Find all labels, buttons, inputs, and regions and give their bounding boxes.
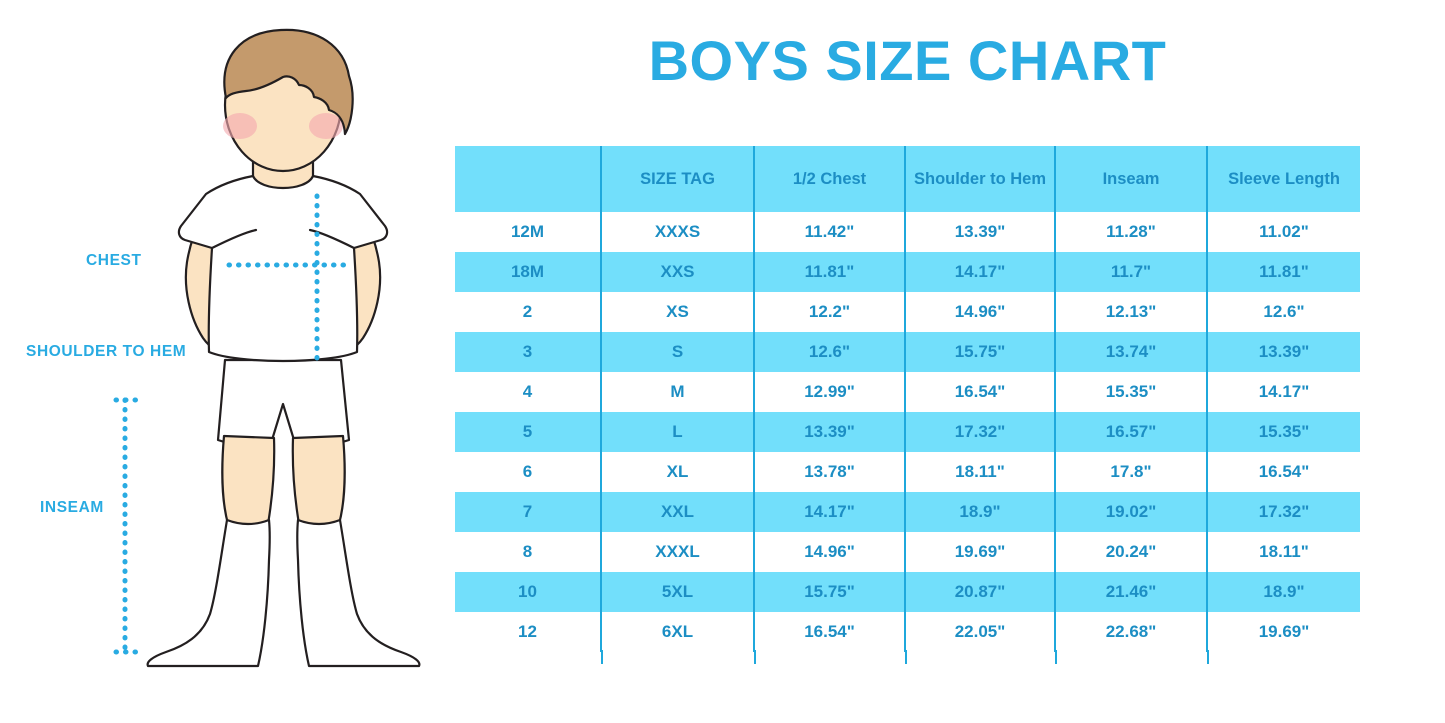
cell-value: XXXS: [600, 212, 754, 252]
table-body: 12M XXXS 11.42" 13.39" 11.28" 11.02" 18M XXS 11.…: [455, 212, 1360, 652]
cell-size: 3: [455, 332, 601, 372]
table-row: 12 6XL 16.54" 22.05" 22.68" 19.69": [455, 612, 1360, 652]
boy-figure-svg: [113, 28, 421, 668]
table-row: 6 XL 13.78" 18.11" 17.8" 16.54": [455, 452, 1360, 492]
cell-value: 12.6": [1206, 292, 1360, 332]
table-row: 3 S 12.6" 15.75" 13.74" 13.39": [455, 332, 1360, 372]
cell-value: XXL: [600, 492, 754, 532]
cell-value: 19.02": [1054, 492, 1207, 532]
cell-value: 22.05": [904, 612, 1055, 652]
shoulder-to-hem-measurement-label: SHOULDER TO HEM: [26, 343, 187, 360]
cell-value: 11.81": [1206, 252, 1360, 292]
cell-value: 19.69": [1206, 612, 1360, 652]
cell-value: 16.57": [1054, 412, 1207, 452]
cell-value: 13.39": [904, 212, 1055, 252]
cell-value: 11.28": [1054, 212, 1207, 252]
column-header-shoulder-to-hem: Shoulder to Hem: [904, 146, 1055, 212]
cell-size: 8: [455, 532, 601, 572]
cell-size: 5: [455, 412, 601, 452]
cell-value: 19.69": [904, 532, 1055, 572]
cell-value: 12.2": [753, 292, 905, 332]
cell-value: 18.9": [1206, 572, 1360, 612]
cell-value: 17.32": [904, 412, 1055, 452]
column-header-1-2-chest: 1/2 Chest: [753, 146, 905, 212]
column-header-inseam: Inseam: [1054, 146, 1207, 212]
column-header-size-tag: SIZE TAG: [600, 146, 754, 212]
cell-value: 13.74": [1054, 332, 1207, 372]
cell-value: 16.54": [904, 372, 1055, 412]
cell-size: 12: [455, 612, 601, 652]
cell-value: L: [600, 412, 754, 452]
cell-value: 16.54": [753, 612, 905, 652]
table-row: 18M XXS 11.81" 14.17" 11.7" 11.81": [455, 252, 1360, 292]
cell-value: 12.6": [753, 332, 905, 372]
cell-value: 15.75": [904, 332, 1055, 372]
cell-value: 14.96": [904, 292, 1055, 332]
inseam-measurement-label: INSEAM: [40, 499, 104, 516]
size-chart-table-container: SIZE TAG 1/2 Chest Shoulder to Hem Inseam Sl…: [455, 146, 1360, 652]
cell-value: 13.78": [753, 452, 905, 492]
cell-value: 20.87": [904, 572, 1055, 612]
table-row: 2 XS 12.2" 14.96" 12.13" 12.6": [455, 292, 1360, 332]
cell-value: M: [600, 372, 754, 412]
cell-value: 14.17": [1206, 372, 1360, 412]
cell-size: 6: [455, 452, 601, 492]
table-row: 8 XXXL 14.96" 19.69" 20.24" 18.11": [455, 532, 1360, 572]
cell-size: 2: [455, 292, 601, 332]
boy-figure-illustration: CHEST SHOULDER TO HEM INSEAM: [0, 0, 440, 723]
table-row: 5 L 13.39" 17.32" 16.57" 15.35": [455, 412, 1360, 452]
cell-value: 21.46": [1054, 572, 1207, 612]
cell-size: 7: [455, 492, 601, 532]
cell-value: 14.17": [904, 252, 1055, 292]
cell-size: 4: [455, 372, 601, 412]
column-header-blank: [455, 146, 601, 212]
cell-value: 18.9": [904, 492, 1055, 532]
chest-measurement-label: CHEST: [86, 252, 142, 269]
cell-value: S: [600, 332, 754, 372]
cell-value: 14.96": [753, 532, 905, 572]
size-chart-table: SIZE TAG 1/2 Chest Shoulder to Hem Inseam Sl…: [455, 146, 1360, 652]
table-header-row: SIZE TAG 1/2 Chest Shoulder to Hem Inseam Sl…: [455, 146, 1360, 212]
cell-value: XS: [600, 292, 754, 332]
cell-value: 11.02": [1206, 212, 1360, 252]
cell-value: 11.81": [753, 252, 905, 292]
cell-value: 12.99": [753, 372, 905, 412]
cell-value: 13.39": [1206, 332, 1360, 372]
cell-size: 18M: [455, 252, 601, 292]
cell-value: 18.11": [1206, 532, 1360, 572]
cell-size: 10: [455, 572, 601, 612]
cell-value: 5XL: [600, 572, 754, 612]
column-divider-tails: [455, 650, 1360, 664]
cell-value: 17.8": [1054, 452, 1207, 492]
cell-value: 16.54": [1206, 452, 1360, 492]
table-row: 12M XXXS 11.42" 13.39" 11.28" 11.02": [455, 212, 1360, 252]
cell-value: 11.7": [1054, 252, 1207, 292]
cell-value: XL: [600, 452, 754, 492]
cell-value: 11.42": [753, 212, 905, 252]
cell-value: 20.24": [1054, 532, 1207, 572]
cell-value: 17.32": [1206, 492, 1360, 532]
page-title: BOYS SIZE CHART: [648, 29, 1167, 92]
cell-size: 12M: [455, 212, 601, 252]
cell-value: 15.75": [753, 572, 905, 612]
cell-value: 14.17": [753, 492, 905, 532]
table-row: 4 M 12.99" 16.54" 15.35" 14.17": [455, 372, 1360, 412]
table-row: 7 XXL 14.17" 18.9" 19.02" 17.32": [455, 492, 1360, 532]
cell-value: XXS: [600, 252, 754, 292]
table-header: SIZE TAG 1/2 Chest Shoulder to Hem Inseam Sl…: [455, 146, 1360, 212]
cell-value: 22.68": [1054, 612, 1207, 652]
cell-value: 6XL: [600, 612, 754, 652]
cell-value: 13.39": [753, 412, 905, 452]
cell-value: 18.11": [904, 452, 1055, 492]
cell-value: 12.13": [1054, 292, 1207, 332]
cell-value: 15.35": [1054, 372, 1207, 412]
cell-value: 15.35": [1206, 412, 1360, 452]
table-row: 10 5XL 15.75" 20.87" 21.46" 18.9": [455, 572, 1360, 612]
cell-value: XXXL: [600, 532, 754, 572]
column-header-sleeve-length: Sleeve Length: [1206, 146, 1360, 212]
